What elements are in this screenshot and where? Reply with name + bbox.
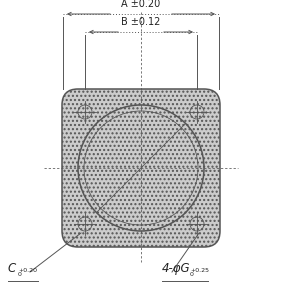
Text: 4-φG: 4-φG [162, 262, 191, 275]
Text: A ±0.20: A ±0.20 [121, 0, 161, 9]
Text: C: C [8, 262, 16, 275]
Text: +0.20: +0.20 [18, 268, 37, 273]
Text: 0: 0 [190, 273, 194, 278]
FancyBboxPatch shape [62, 89, 220, 247]
Text: B ±0.12: B ±0.12 [121, 17, 161, 27]
Text: 0: 0 [18, 273, 22, 278]
Text: +0.25: +0.25 [190, 268, 209, 273]
